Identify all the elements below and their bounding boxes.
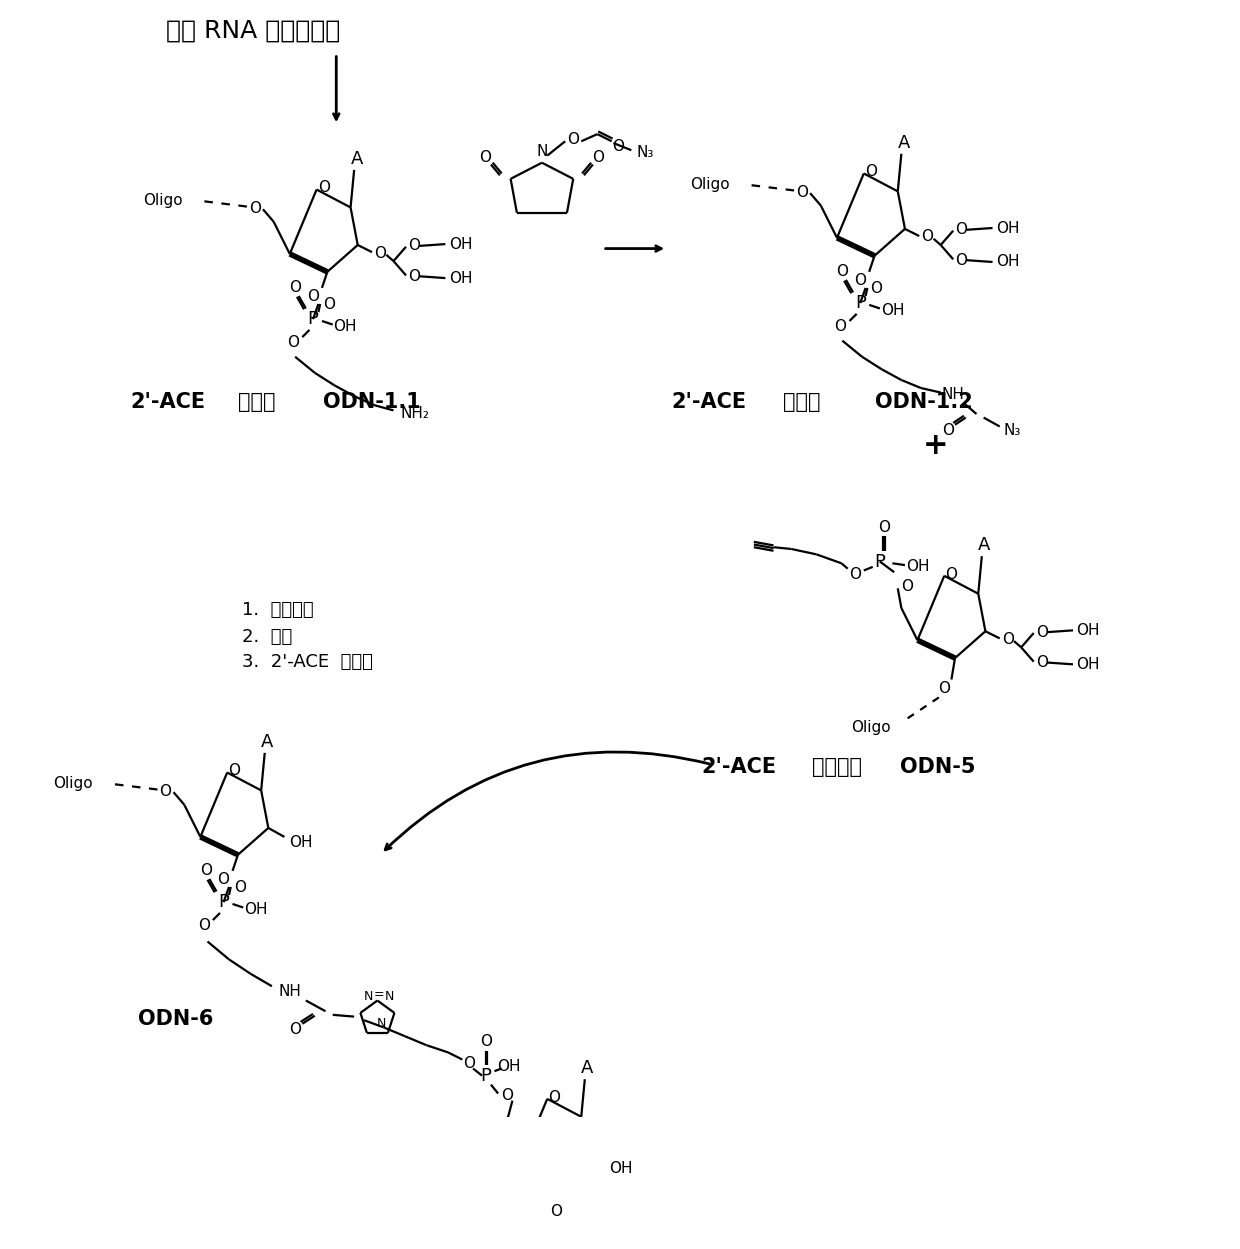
Text: Oligo: Oligo xyxy=(691,176,729,191)
Text: NH₂: NH₂ xyxy=(401,406,429,421)
Text: N: N xyxy=(376,1017,386,1030)
Text: O: O xyxy=(308,290,319,305)
Text: ODN-6: ODN-6 xyxy=(138,1009,213,1029)
Text: O: O xyxy=(408,239,420,254)
Text: 3.  2'-ACE  脱保护: 3. 2'-ACE 脱保护 xyxy=(242,653,373,671)
Text: O: O xyxy=(289,1022,301,1037)
Text: ODN-5: ODN-5 xyxy=(899,757,975,777)
Text: O: O xyxy=(1035,624,1048,639)
Text: O: O xyxy=(939,681,950,696)
Text: O: O xyxy=(942,422,954,437)
Text: Oligo: Oligo xyxy=(53,776,93,791)
Text: OH: OH xyxy=(334,318,357,333)
Text: O: O xyxy=(480,150,491,165)
Text: 固相 RNA 合成和切割: 固相 RNA 合成和切割 xyxy=(166,19,341,42)
Text: O: O xyxy=(1002,632,1014,647)
Text: O: O xyxy=(849,567,861,582)
Text: =: = xyxy=(374,988,384,1000)
Text: A: A xyxy=(582,1059,594,1078)
Text: O: O xyxy=(464,1055,475,1070)
Text: O: O xyxy=(548,1089,560,1104)
Text: O: O xyxy=(835,318,847,333)
Text: O: O xyxy=(317,180,330,195)
Text: O: O xyxy=(611,139,624,154)
Text: NH: NH xyxy=(278,984,301,999)
Text: OH: OH xyxy=(449,271,472,286)
Text: O: O xyxy=(200,863,212,878)
Text: O: O xyxy=(217,872,229,887)
Text: OH: OH xyxy=(244,902,268,917)
Text: Oligo: Oligo xyxy=(143,192,182,207)
Text: OH: OH xyxy=(996,255,1019,270)
Text: OH: OH xyxy=(905,560,929,575)
Text: O: O xyxy=(1035,654,1048,669)
Text: O: O xyxy=(567,132,579,147)
Text: O: O xyxy=(551,1204,562,1219)
Text: P: P xyxy=(874,552,885,571)
Text: 2.  纯化: 2. 纯化 xyxy=(242,628,293,646)
Text: O: O xyxy=(408,269,420,284)
Text: O: O xyxy=(249,201,260,216)
Text: A: A xyxy=(351,150,363,169)
Text: ODN-1.2: ODN-1.2 xyxy=(874,392,972,412)
Text: O: O xyxy=(160,784,171,799)
Text: O: O xyxy=(233,881,246,896)
Text: O: O xyxy=(228,763,241,778)
Text: 保护的: 保护的 xyxy=(238,392,275,412)
Text: ODN-1.1: ODN-1.1 xyxy=(322,392,420,412)
Text: OH: OH xyxy=(880,302,904,317)
Text: O: O xyxy=(854,274,867,289)
Text: O: O xyxy=(501,1088,513,1103)
Text: A: A xyxy=(978,536,991,555)
Text: O: O xyxy=(955,252,967,267)
Text: +: + xyxy=(923,431,949,460)
Text: 保护的｜: 保护的｜ xyxy=(812,757,862,777)
Text: O: O xyxy=(878,520,890,535)
Text: OH: OH xyxy=(1076,623,1100,638)
Text: 保护的: 保护的 xyxy=(784,392,821,412)
Text: OH: OH xyxy=(996,221,1019,236)
Text: O: O xyxy=(900,580,913,595)
Text: O: O xyxy=(289,281,301,296)
Text: O: O xyxy=(288,335,299,350)
Text: NH: NH xyxy=(941,387,965,402)
Text: O: O xyxy=(324,297,335,312)
Text: OH: OH xyxy=(1076,657,1100,672)
Text: O: O xyxy=(870,281,883,296)
Text: OH: OH xyxy=(497,1059,521,1074)
Text: O: O xyxy=(945,567,957,582)
Text: O: O xyxy=(866,164,877,179)
Text: P: P xyxy=(308,310,319,328)
Text: O: O xyxy=(836,265,848,280)
Text: 1.  连接反应: 1. 连接反应 xyxy=(242,601,314,618)
Text: P: P xyxy=(480,1067,491,1084)
Text: N: N xyxy=(536,144,548,159)
Text: O: O xyxy=(921,230,934,245)
Text: 2'-ACE: 2'-ACE xyxy=(130,392,206,412)
Text: OH: OH xyxy=(609,1162,632,1177)
Text: N₃: N₃ xyxy=(636,145,653,160)
Text: N: N xyxy=(386,990,394,1003)
Text: O: O xyxy=(480,1034,492,1049)
Text: OH: OH xyxy=(289,834,312,849)
Text: P: P xyxy=(854,294,866,312)
Text: N: N xyxy=(363,990,373,1003)
Text: 2'-ACE: 2'-ACE xyxy=(701,757,776,777)
Text: O: O xyxy=(593,150,604,165)
Text: O: O xyxy=(955,222,967,237)
Text: O: O xyxy=(198,918,210,933)
Text: Oligo: Oligo xyxy=(851,721,890,736)
Text: O: O xyxy=(374,246,386,261)
Text: 2'-ACE: 2'-ACE xyxy=(672,392,746,412)
Text: O: O xyxy=(796,185,808,200)
Text: A: A xyxy=(262,733,274,751)
Text: A: A xyxy=(898,134,910,152)
Text: OH: OH xyxy=(449,236,472,251)
Text: N₃: N₃ xyxy=(1003,422,1021,437)
Text: P: P xyxy=(218,893,229,912)
